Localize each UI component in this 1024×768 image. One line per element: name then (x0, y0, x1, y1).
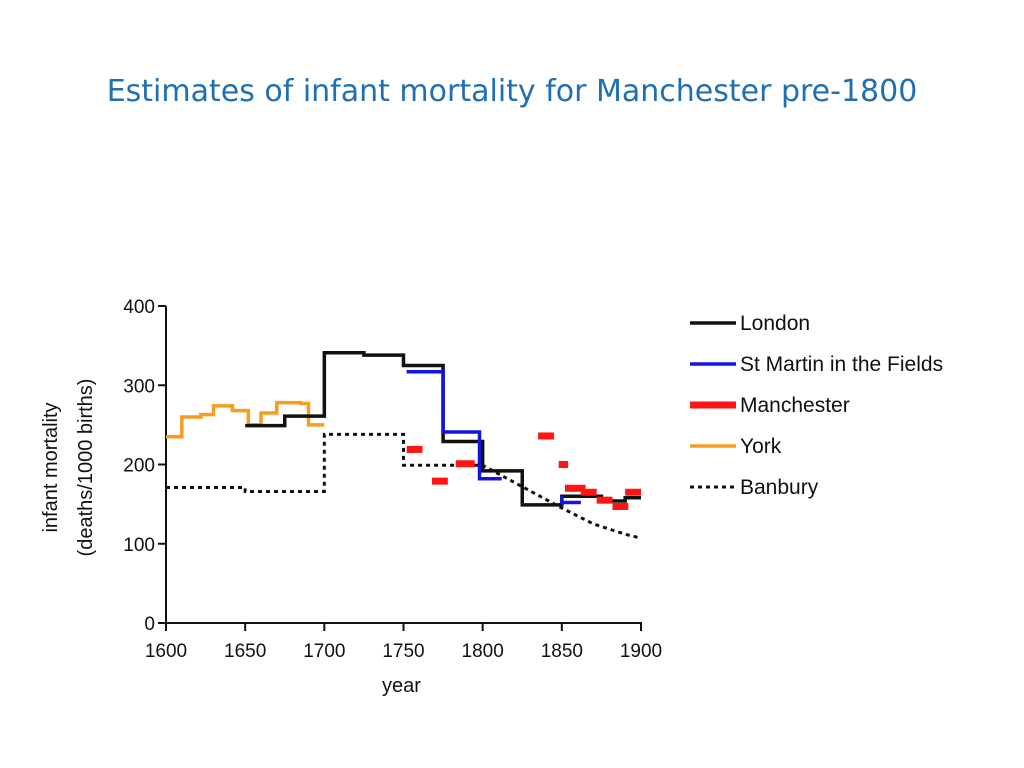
legend-label-banbury: Banbury (740, 476, 819, 499)
y-tick-label: 0 (144, 614, 155, 635)
legend-label-manchester: Manchester (740, 394, 850, 417)
legend-label-york: York (740, 435, 782, 458)
legend-label-london: London (740, 312, 810, 335)
y-tick-label: 300 (123, 376, 155, 397)
series-lines (166, 351, 642, 540)
x-axis: 1600 1650 1700 1750 1800 1850 1900 (145, 622, 662, 662)
x-axis-title: year (382, 675, 421, 697)
legend-label-st-martin-in-the-fields: St Martin in the Fields (740, 353, 943, 376)
legend: London St Martin in the Fields Manchester Y… (690, 312, 943, 499)
x-tick-label: 1700 (303, 641, 345, 662)
axis-labels: year infant mortality (deaths/1000 births) (40, 379, 421, 697)
x-tick-label: 1850 (541, 641, 583, 662)
y-axis-title-line2: (deaths/1000 births) (75, 379, 97, 557)
slide-title: Estimates of infant mortality for Manche… (106, 74, 918, 109)
series-banbury-line (166, 432, 642, 540)
x-tick-label: 1900 (620, 641, 662, 662)
y-tick-label: 400 (123, 297, 155, 318)
x-tick-label: 1800 (462, 641, 504, 662)
y-tick-label: 100 (123, 535, 155, 556)
x-tick-label: 1600 (145, 641, 187, 662)
y-axis: 0 100 200 300 400 (123, 297, 167, 635)
y-axis-title-line1: infant mortality (40, 402, 62, 532)
series-st-martin-in-the-fields-line (406, 370, 581, 505)
x-tick-label: 1650 (224, 641, 266, 662)
y-tick-label: 200 (123, 456, 155, 477)
x-tick-label: 1750 (382, 641, 424, 662)
series-york-line (166, 400, 325, 439)
